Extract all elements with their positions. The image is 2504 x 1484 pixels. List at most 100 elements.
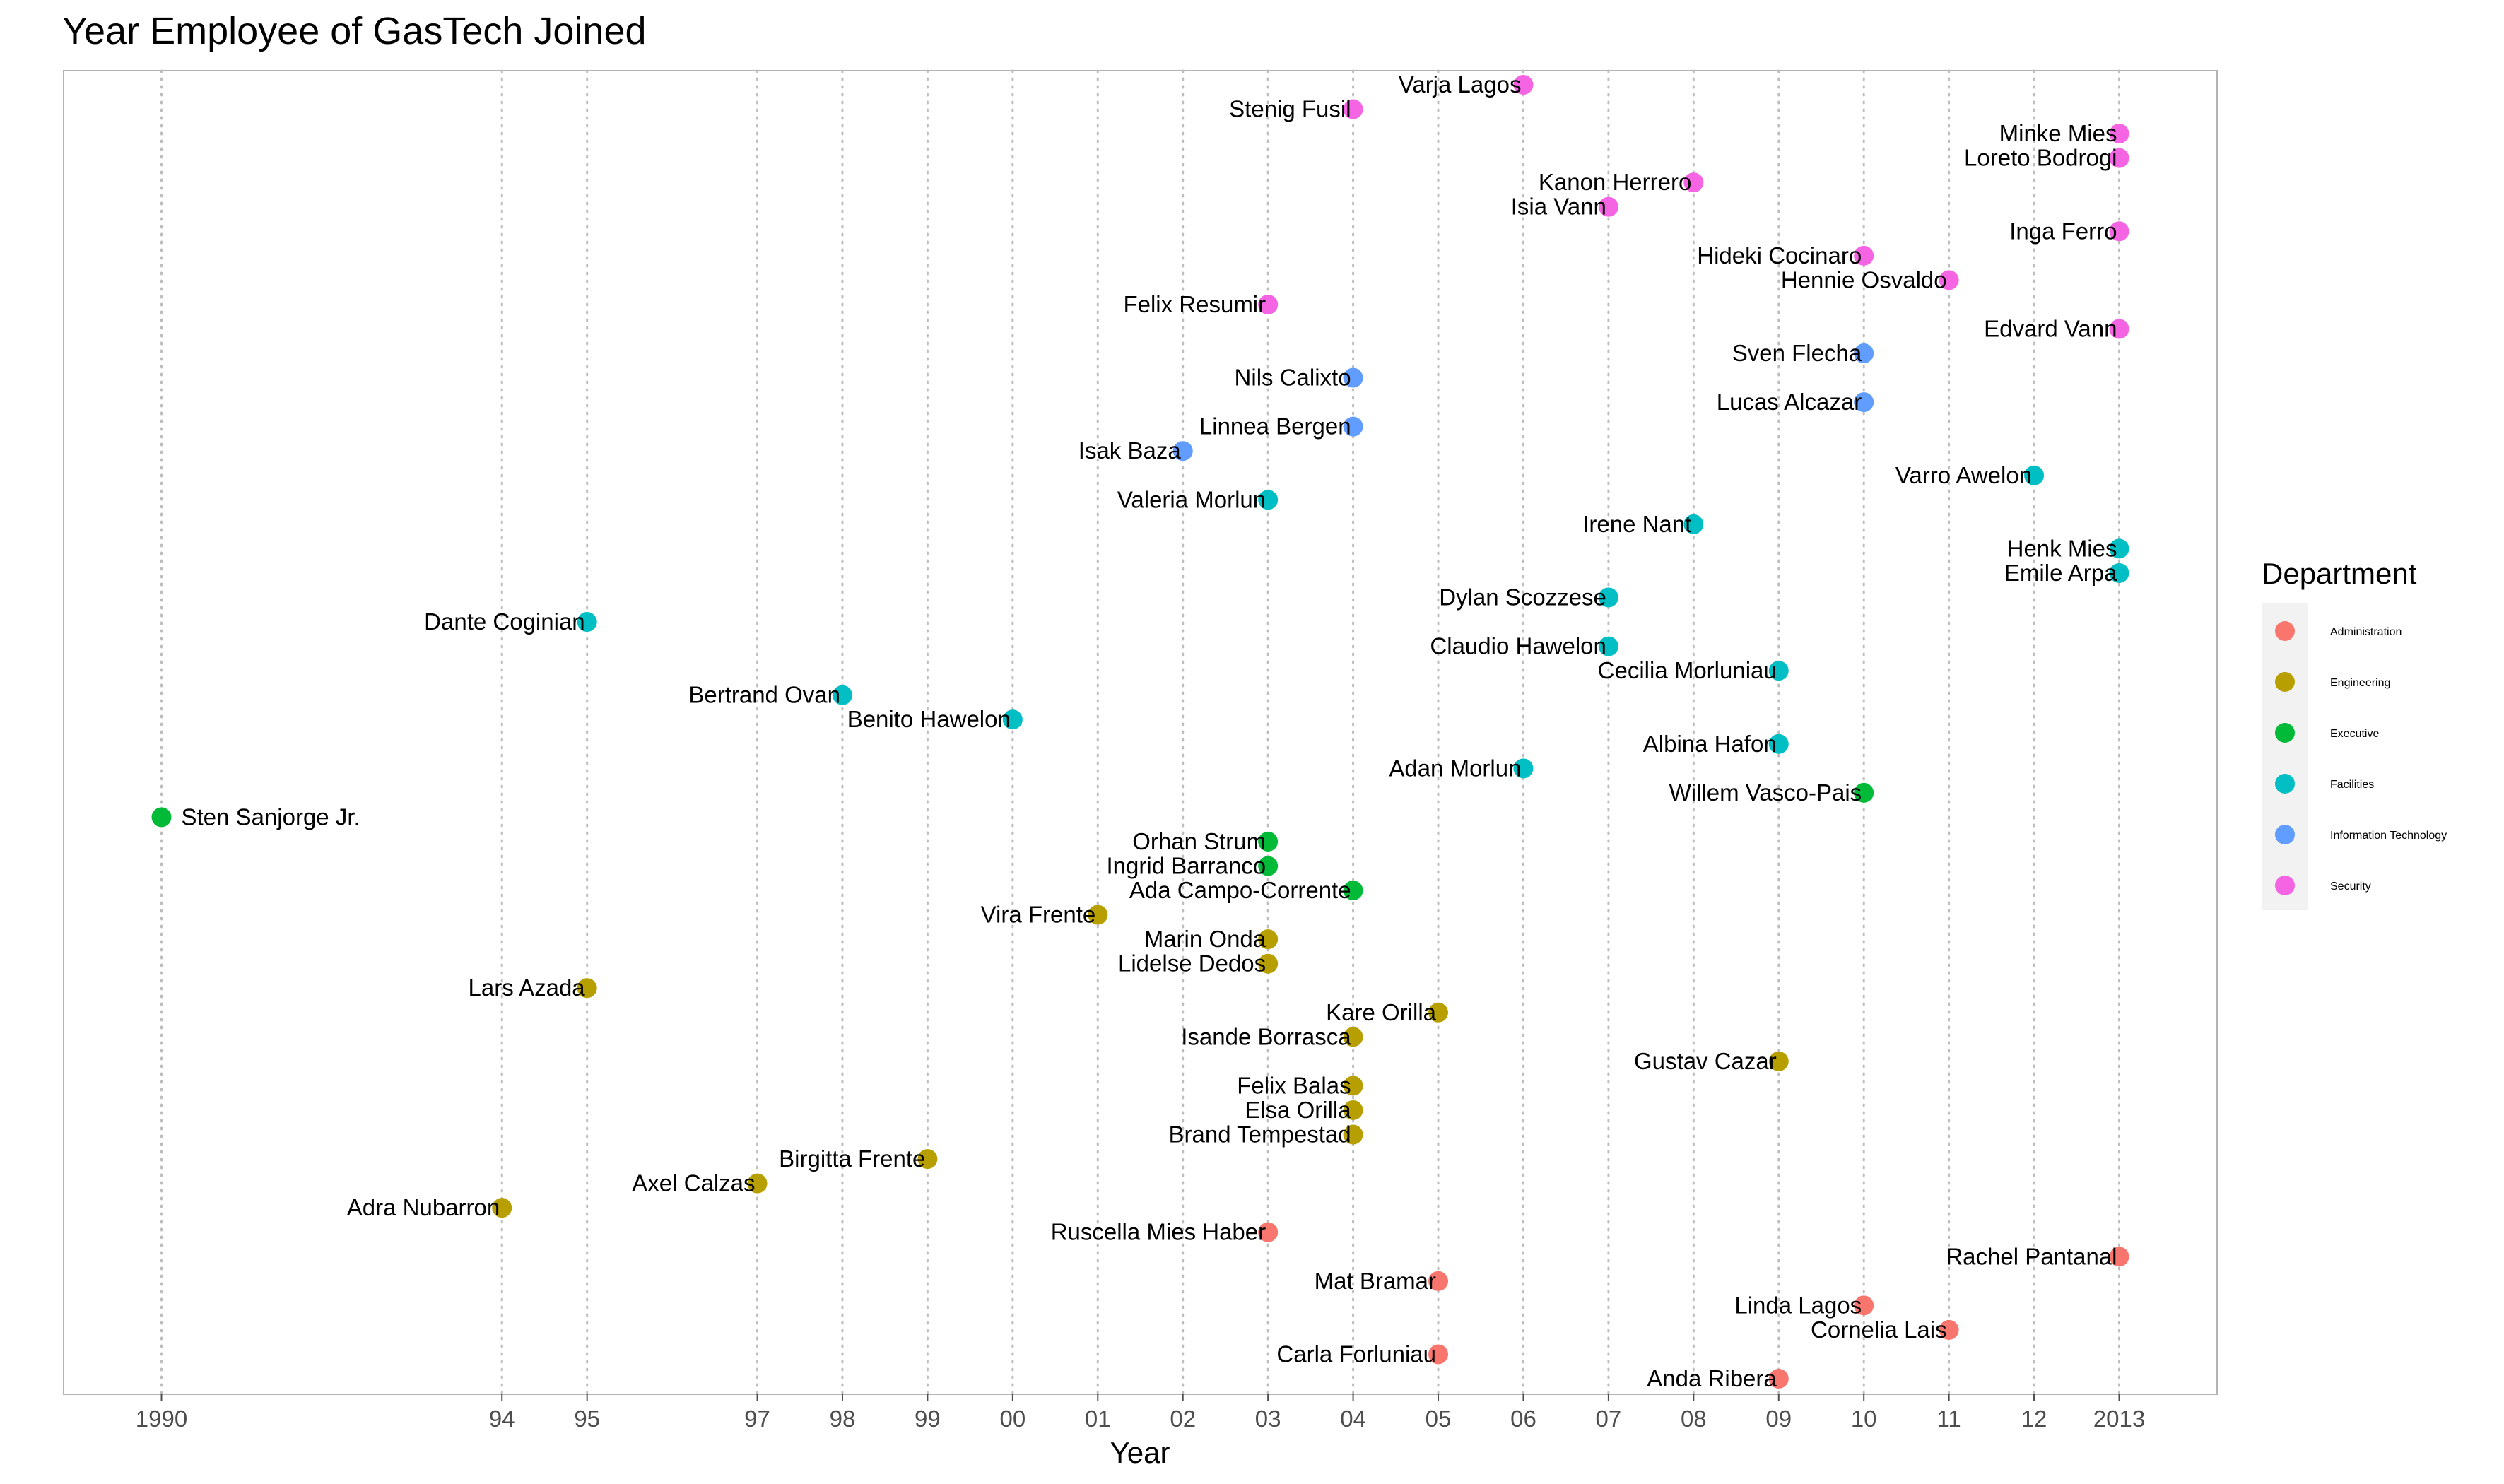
x-tick-label: 02 [1170,1406,1196,1432]
data-points [151,75,2129,1389]
label-orhan-strum: Orhan Strum [1132,828,1266,854]
point-labels: Varja Lagos Stenig Fusil Minke MiesLoreto … [182,71,2118,1391]
label-minke-mies: Minke Mies [1999,120,2117,146]
legend-label-facilities: Facilities [2330,779,2374,791]
point-irene-nant [1683,514,1704,534]
x-tick-label: 2013 [2093,1406,2145,1432]
point-brand-tempestad [1343,1124,1363,1145]
point-isande-borrasca [1343,1027,1363,1047]
point-henk-mies [2109,538,2129,559]
point-albina-hafon [1768,734,1789,754]
legend-key-executive [2275,723,2295,743]
label-valeria-morlun: Valeria Morlun [1117,486,1266,512]
point-adan-morlun [1513,758,1534,779]
point-isia-vann [1598,196,1618,217]
x-tick-label: 94 [489,1406,515,1432]
point-felix-balas [1343,1076,1363,1096]
x-tick-label: 04 [1340,1406,1366,1432]
x-tick-label: 99 [915,1406,941,1432]
point-felix-resumir [1258,294,1279,314]
chart-title: Year Employee of GasTech Joined [62,10,647,52]
x-axis-title: Year [1110,1436,1170,1469]
x-tick-label: 08 [1681,1406,1707,1432]
legend: Department Administration Engineering Exec… [2262,557,2447,910]
x-tick-label: 07 [1596,1406,1622,1432]
label-henk-mies: Henk Mies [2007,535,2117,561]
label-felix-resumir: Felix Resumir [1123,291,1266,317]
point-gustav-cazar [1768,1051,1789,1071]
point-carla-forluniau [1428,1344,1449,1365]
point-rachel-pantanal [2109,1247,2129,1267]
point-kare-orilla [1428,1002,1449,1023]
point-inga-ferro [2109,221,2129,242]
label-isande-borrasca: Isande Borrasca [1181,1023,1351,1049]
point-bertrand-ovan [832,685,852,705]
x-tick-label: 98 [830,1406,856,1432]
label-emile-arpa: Emile Arpa [2004,560,2117,586]
legend-title: Department [2262,557,2417,590]
x-tick-label: 06 [1510,1406,1536,1432]
x-tick-label: 12 [2021,1406,2047,1432]
point-dylan-scozzese [1598,587,1618,608]
x-tick-label: 10 [1851,1406,1877,1432]
point-cecilia-morluniau [1768,661,1789,681]
label-sven-flecha: Sven Flecha [1732,340,1862,366]
label-kare-orilla: Kare Orilla [1326,999,1437,1025]
legend-key-administration [2275,621,2295,641]
point-emile-arpa [2109,563,2129,583]
label-irene-nant: Irene Nant [1582,511,1691,537]
x-tick-label: 1990 [136,1406,187,1432]
x-tick-label: 97 [744,1406,770,1432]
label-loreto-bodrogi: Loreto Bodrogi [1964,145,2117,171]
label-mat-bramar: Mat Bramar [1315,1268,1436,1294]
point-elsa-orilla [1343,1100,1363,1120]
point-ruscella-mies-haber [1258,1222,1279,1242]
point-isak-baza [1172,441,1193,461]
x-axis-ticks: 1990 94 95 97 98 99 00 01 02 03 04 05 06 07 08 09 10 11 12… [136,1394,2145,1432]
label-varro-awelon: Varro Awelon [1895,462,2032,488]
legend-label-engineering: Engineering [2330,677,2390,689]
label-carla-forluniau: Carla Forluniau [1276,1341,1436,1367]
label-bertrand-ovan: Bertrand Ovan [688,682,840,708]
point-dante-coginian [577,612,597,632]
x-tick-label: 11 [1936,1406,1961,1432]
label-claudio-hawelon: Claudio Hawelon [1430,633,1606,659]
legend-label-administration: Administration [2330,626,2402,638]
label-isak-baza: Isak Baza [1078,437,1182,464]
label-dylan-scozzese: Dylan Scozzese [1439,584,1606,610]
label-linda-lagos: Linda Lagos [1734,1292,1862,1318]
label-kanon-herrero: Kanon Herrero [1539,169,1691,195]
point-lucas-alcazar [1854,392,1874,413]
label-ada-campo-corrente: Ada Campo-Corrente [1129,877,1351,903]
label-lidelse-dedos: Lidelse Dedos [1118,950,1266,977]
point-marin-onda [1258,929,1279,950]
label-elsa-orilla: Elsa Orilla [1245,1097,1351,1123]
x-tick-label: 01 [1085,1406,1111,1432]
label-benito-hawelon: Benito Hawelon [847,706,1011,732]
label-adra-nubarron: Adra Nubarron [347,1194,500,1220]
point-hideki-cocinaro [1854,245,1874,266]
x-tick-label: 95 [574,1406,600,1432]
label-felix-balas: Felix Balas [1237,1072,1351,1098]
label-isia-vann: Isia Vann [1511,194,1606,220]
point-loreto-bodrogi [2109,148,2129,168]
label-inga-ferro: Inga Ferro [2009,218,2117,244]
legend-key-background [2262,603,2308,910]
legend-key-engineering [2275,672,2295,692]
label-stenig-fusil: Stenig Fusil [1229,96,1351,122]
x-tick-label: 00 [999,1406,1025,1432]
label-lucas-alcazar: Lucas Alcazar [1717,389,1862,415]
point-minke-mies [2109,124,2129,144]
point-valeria-morlun [1258,490,1279,510]
label-axel-calzas: Axel Calzas [632,1170,755,1196]
legend-label-information-technology: Information Technology [2330,830,2447,842]
label-cecilia-morluniau: Cecilia Morluniau [1598,657,1777,683]
point-sten-sanjorge-jr [151,807,172,828]
label-linnea-bergen: Linnea Bergen [1199,413,1351,440]
label-rachel-pantanal: Rachel Pantanal [1946,1243,2117,1269]
point-varro-awelon [2024,465,2045,485]
point-ingrid-barranco [1258,856,1279,876]
point-claudio-hawelon [1598,636,1618,656]
label-gustav-cazar: Gustav Cazar [1634,1048,1777,1074]
